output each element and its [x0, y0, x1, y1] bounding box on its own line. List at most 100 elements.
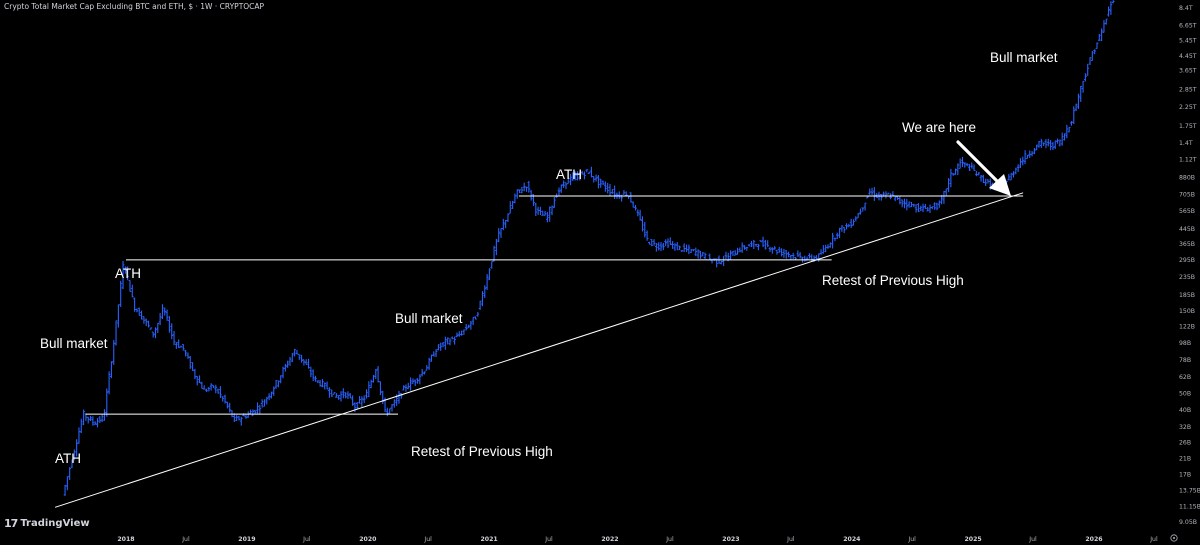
ohlc-bar: [450, 336, 454, 340]
ohlc-bar: [464, 324, 468, 331]
ohlc-bar: [796, 250, 800, 257]
ohlc-bar: [1072, 106, 1076, 124]
ohlc-bar: [165, 309, 169, 321]
ohlc-bar: [179, 345, 183, 348]
ohlc-bar: [103, 409, 106, 421]
ohlc-bar: [777, 246, 781, 253]
ohlc-bar: [1019, 158, 1022, 168]
ohlc-bar: [808, 253, 811, 259]
ohlc-bar: [599, 178, 603, 188]
ohlc-bar: [485, 274, 489, 290]
ohlc-bar: [290, 352, 294, 363]
ohlc-bar: [304, 359, 308, 365]
ohlc-bar: [828, 242, 832, 248]
ohlc-bar: [430, 354, 433, 362]
ohlc-bar: [900, 199, 904, 208]
ohlc-bar: [399, 393, 403, 399]
ohlc-bar: [135, 308, 139, 313]
ohlc-bar: [441, 342, 445, 348]
ohlc-bar: [1007, 173, 1011, 181]
y-tick-label: 13.75B: [1179, 488, 1200, 495]
ohlc-bar: [740, 242, 744, 253]
y-tick-label: 235B: [1179, 274, 1195, 281]
annotation-bull-market-2021: Bull market: [395, 311, 463, 326]
ohlc-bar: [849, 218, 853, 229]
ohlc-bar: [733, 250, 737, 256]
ohlc-bar: [798, 252, 802, 259]
ohlc-bar: [1032, 147, 1036, 155]
ohlc-bar: [539, 206, 542, 215]
ohlc-bar: [272, 386, 276, 396]
ohlc-bar: [870, 187, 874, 195]
ohlc-bar: [708, 253, 712, 260]
ohlc-bar: [481, 291, 484, 307]
ohlc-bar: [956, 163, 960, 176]
ohlc-bar: [460, 330, 463, 336]
y-tick-label: 8.4T: [1179, 5, 1193, 12]
ohlc-bar: [1074, 103, 1078, 112]
ohlc-bar: [766, 240, 770, 248]
ohlc-bar: [566, 177, 570, 184]
y-tick-label: 2.25T: [1179, 104, 1197, 111]
ohlc-bar: [216, 388, 220, 394]
ohlc-bar: [761, 236, 765, 248]
ohlc-bar: [666, 238, 670, 248]
ohlc-bar: [376, 366, 380, 383]
ohlc-bar: [921, 203, 925, 213]
x-tick-label: 2020: [359, 536, 377, 543]
ohlc-bar: [508, 201, 512, 214]
ohlc-bar: [446, 337, 450, 345]
x-tick-label: 2025: [964, 536, 981, 543]
ohlc-bar: [112, 340, 116, 365]
ohlc-bar: [474, 316, 477, 320]
ohlc-bar: [302, 359, 306, 366]
ohlc-bar: [680, 250, 684, 253]
ohlc-bar: [385, 407, 389, 417]
ohlc-bar: [912, 203, 916, 208]
ohlc-bar: [1063, 133, 1066, 141]
ohlc-bar: [469, 321, 473, 330]
arrow-shaft: [956, 140, 1000, 184]
ohlc-bar: [372, 374, 375, 383]
ohlc-bar: [360, 396, 364, 408]
ohlc-bar: [228, 402, 232, 413]
ohlc-bar: [328, 387, 331, 398]
ohlc-bar: [1104, 18, 1108, 25]
ohlc-bar: [334, 393, 338, 398]
ohlc-bar: [654, 242, 658, 252]
settings-gear-icon[interactable]: [1170, 534, 1178, 542]
ohlc-bar: [970, 162, 974, 169]
ohlc-bar: [773, 246, 777, 250]
ohlc-bar: [1051, 141, 1055, 150]
ohlc-bar: [791, 252, 795, 260]
ohlc-bar: [968, 164, 971, 171]
ohlc-bar: [105, 388, 109, 417]
ohlc-bar: [1100, 28, 1104, 42]
ohlc-bar: [432, 351, 436, 357]
ohlc-bar: [780, 248, 784, 257]
ohlc-bar: [629, 192, 633, 203]
ohlc-bar: [784, 250, 788, 259]
ohlc-bar: [476, 311, 480, 317]
ohlc-bar: [1049, 139, 1053, 151]
ohlc-bar: [79, 418, 83, 434]
ohlc-bar: [406, 382, 410, 390]
ohlc-bar: [562, 180, 566, 188]
ohlc-bar: [318, 380, 322, 387]
ohlc-bar: [404, 384, 408, 392]
x-axis: 2018 Jul 2019 Jul 2020 Jul 2021 Jul 2022 Jul 2023 J…: [117, 536, 1158, 543]
ohlc-bar: [411, 378, 415, 384]
x-tick-label: Jul: [181, 536, 190, 543]
ohlc-bar: [559, 184, 563, 193]
ohlc-bar: [928, 204, 932, 213]
ohlc-bar: [1046, 138, 1050, 147]
ohlc-bar: [207, 387, 211, 392]
ohlc-bar: [462, 329, 466, 335]
ohlc-bar: [650, 239, 654, 247]
ohlc-bar: [905, 198, 909, 211]
ohlc-bar: [685, 244, 688, 253]
ohlc-bar: [1081, 80, 1085, 93]
ohlc-bar: [96, 418, 99, 428]
ohlc-bar: [70, 459, 74, 469]
